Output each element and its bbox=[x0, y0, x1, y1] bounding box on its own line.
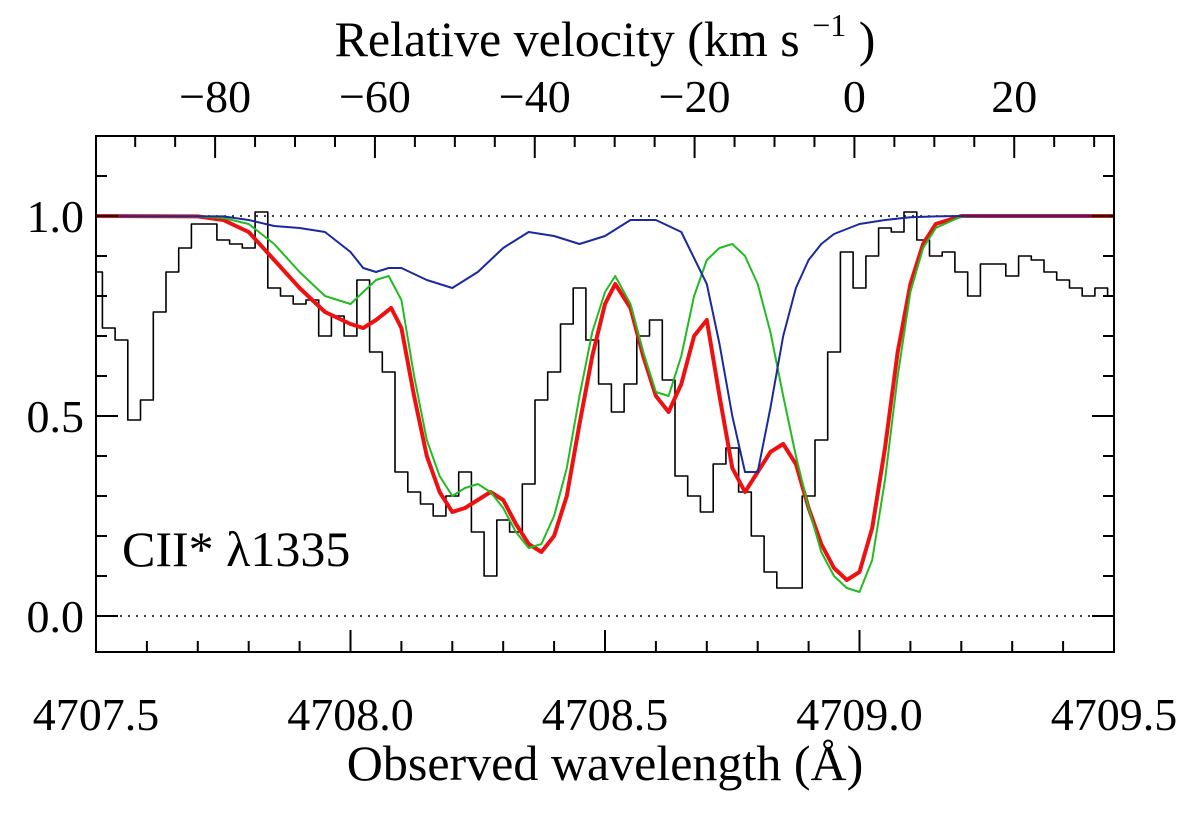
y-tick-label: 0.5 bbox=[27, 391, 85, 442]
series-layer bbox=[96, 211, 1114, 593]
velocity-axis-label: Relative velocity (km s −1 ) bbox=[335, 0, 876, 67]
series-observed-flux bbox=[96, 211, 1114, 589]
axis-tick-labels: 4707.5 4708.0 4708.5 4709.0 4709.5 0.0 0.5 1.0 −… bbox=[27, 71, 1178, 740]
velocity-tick-label: −60 bbox=[339, 71, 411, 122]
x-tick-label: 4709.5 bbox=[1051, 689, 1178, 740]
x-tick-label: 4708.0 bbox=[287, 689, 414, 740]
velocity-tick-label: 0 bbox=[843, 71, 866, 122]
velocity-tick-label: −20 bbox=[659, 71, 731, 122]
velocity-tick-label: −40 bbox=[499, 71, 571, 122]
y-tick-label: 1.0 bbox=[27, 191, 85, 242]
series-component-a bbox=[96, 215, 1114, 593]
x-tick-label: 4708.5 bbox=[542, 689, 669, 740]
x-tick-label: 4707.5 bbox=[33, 689, 160, 740]
series-total-model bbox=[96, 214, 1114, 582]
y-tick-label: 0.0 bbox=[27, 591, 85, 642]
velocity-axis-label-main: Relative velocity (km s bbox=[335, 11, 800, 67]
velocity-axis-label-close: ) bbox=[859, 11, 876, 67]
axis-ticks bbox=[95, 135, 1115, 652]
velocity-axis-label-exponent: −1 bbox=[812, 7, 846, 43]
line-annotation: CII* λ1335 bbox=[122, 521, 350, 577]
x-tick-label: 4709.0 bbox=[796, 689, 923, 740]
x-axis-label: Observed wavelength (Å) bbox=[347, 735, 863, 791]
velocity-tick-label: −80 bbox=[179, 71, 251, 122]
series-component-b bbox=[96, 215, 1114, 473]
velocity-tick-label: 20 bbox=[991, 71, 1037, 122]
